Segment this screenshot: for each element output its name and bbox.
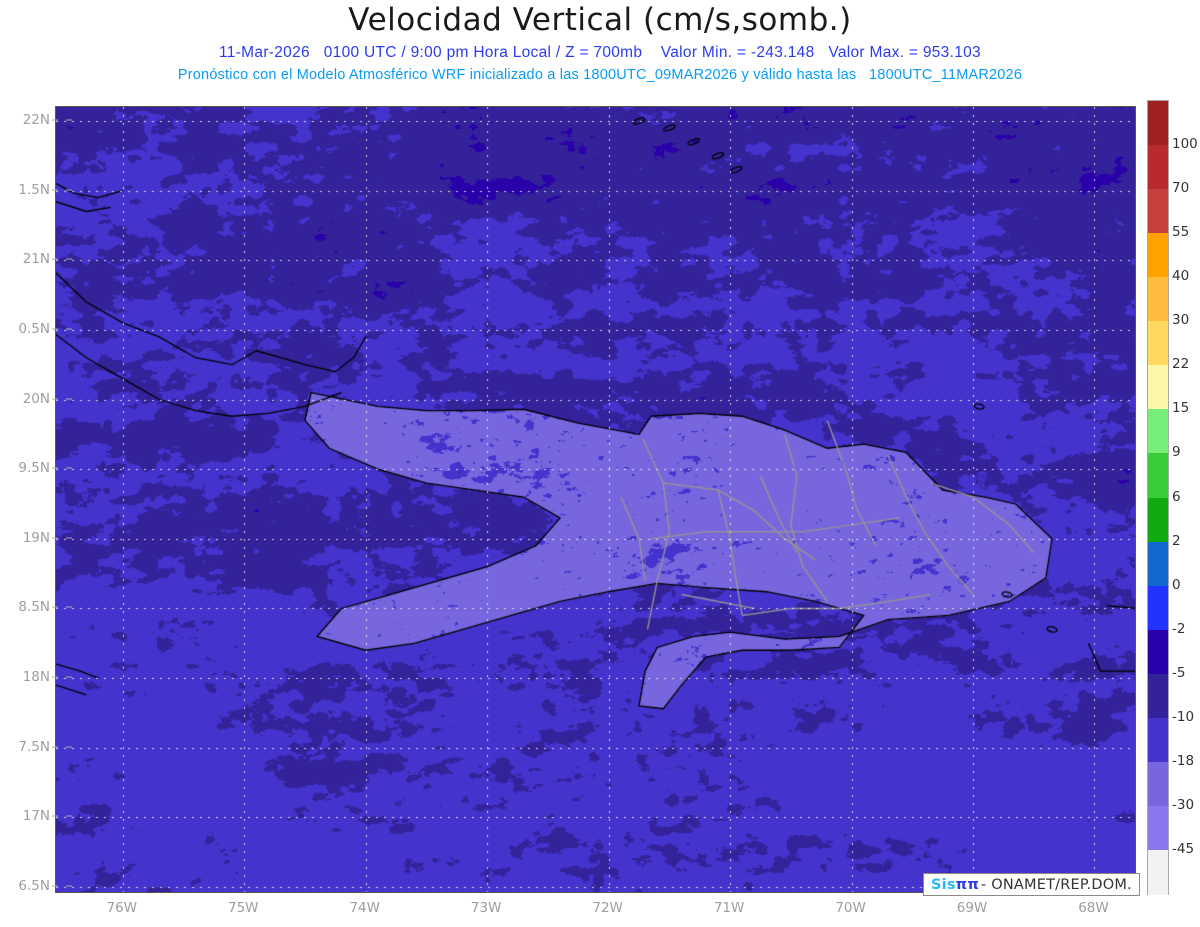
colorbar-tick-label: -10 (1172, 708, 1195, 725)
latitude-tick-mark (52, 885, 58, 887)
latitude-tick-label: 1.5N (18, 181, 50, 198)
colorbar-tick-label: 40 (1172, 268, 1190, 285)
colorbar-tick-label: -45 (1172, 840, 1195, 857)
colorbar-band (1148, 365, 1168, 410)
colorbar-band (1148, 189, 1168, 234)
colorbar-tick-label: 6 (1172, 488, 1181, 505)
colorbar-tick-label: 55 (1172, 224, 1190, 241)
latitude-tick-label: 7.5N (18, 738, 50, 755)
logo-tt-text: ππ (955, 876, 979, 893)
colorbar-tick-label: -5 (1172, 664, 1186, 681)
latitude-tick-mark (66, 746, 72, 748)
latitude-tick-mark (52, 328, 58, 330)
latitude-tick-mark (66, 815, 72, 817)
longitude-tick-label: 71W (713, 900, 745, 916)
longitude-tick-label: 69W (956, 900, 988, 916)
latitude-tick-mark (52, 119, 58, 121)
latitude-tick-mark (52, 189, 58, 191)
logo-sis-text: Sis (931, 876, 956, 893)
colorbar-tick-label: 0 (1172, 576, 1181, 593)
latitude-tick-mark (52, 258, 58, 260)
latitude-tick-label: 8.5N (18, 599, 50, 616)
colorbar-tick-label: 70 (1172, 180, 1190, 197)
onamet-logo: Sis ππ - ONAMET/REP.DOM. (923, 873, 1140, 896)
latitude-tick-label: 19N (22, 529, 50, 546)
colorbar-tick-label: -2 (1172, 620, 1186, 637)
latitude-tick-mark (66, 885, 72, 887)
colorbar-band (1148, 761, 1168, 807)
colorbar-band (1148, 453, 1168, 499)
latitude-tick-mark (52, 467, 58, 469)
latitude-tick-label: 20N (22, 390, 50, 407)
colorbar-band (1148, 101, 1168, 146)
latitude-tick-label: 17N (22, 808, 50, 825)
latitude-tick-label: 9.5N (18, 460, 50, 477)
latitude-tick-label: 0.5N (18, 320, 50, 337)
colorbar-tick-label: 9 (1172, 444, 1181, 461)
latitude-tick-mark (52, 746, 58, 748)
colorbar-tick-label: 30 (1172, 312, 1190, 329)
longitude-tick-label: 76W (106, 900, 138, 916)
latitude-tick-mark (66, 328, 72, 330)
colorbar-band (1148, 233, 1168, 278)
latitude-tick-mark (66, 258, 72, 260)
colorbar[interactable] (1147, 100, 1169, 895)
latitude-axis: 22N 1.5N 21N 0.5N 20N 9.5N 19N 8.5N 18N 7.5N 17N 6.… (0, 0, 52, 927)
colorbar-band (1148, 321, 1168, 366)
latitude-tick-mark (66, 189, 72, 191)
latitude-tick-label: 22N (22, 111, 50, 128)
model-description-line: Pronóstico con el Modelo Atmosférico WRF… (177, 67, 1023, 83)
colorbar-band (1148, 629, 1168, 675)
latitude-tick-label: 18N (22, 669, 50, 686)
latitude-tick-mark (66, 398, 72, 399)
longitude-tick-label: 70W (835, 900, 866, 916)
latitude-tick-mark (52, 815, 58, 817)
colorbar-tick-label: -18 (1172, 752, 1195, 769)
colorbar-band (1148, 409, 1168, 455)
forecast-metadata-line: 11-Mar-2026 0100 UTC / 9:00 pm Hora Loca… (219, 44, 981, 61)
latitude-tick-mark (52, 398, 58, 399)
colorbar-tick-label: 22 (1172, 356, 1190, 373)
latitude-tick-label: 21N (22, 251, 50, 268)
longitude-tick-label: 73W (470, 900, 502, 916)
page-title: Velocidad Vertical (cm/s,somb.) (348, 2, 852, 38)
colorbar-band (1148, 497, 1168, 543)
colorbar-tick-label: 100 (1172, 136, 1198, 153)
latitude-tick-mark (66, 119, 72, 121)
longitude-tick-label: 72W (592, 900, 623, 916)
latitude-tick-mark (66, 537, 72, 539)
latitude-tick-mark (66, 606, 72, 608)
longitude-tick-label: 68W (1078, 900, 1109, 916)
colorbar-band (1148, 585, 1168, 631)
logo-org-text: - ONAMET/REP.DOM. (981, 876, 1132, 893)
colorbar-band (1148, 145, 1168, 190)
longitude-tick-label: 74W (349, 900, 380, 916)
colorbar-tick-label: 15 (1172, 400, 1190, 417)
colorbar-band (1148, 805, 1168, 851)
colorbar-band (1148, 717, 1168, 763)
longitude-tick-label: 75W (227, 900, 259, 916)
latitude-tick-mark (66, 676, 72, 678)
colorbar-band (1148, 541, 1168, 587)
map-plot-area[interactable] (55, 106, 1136, 893)
latitude-tick-mark (52, 606, 58, 608)
latitude-tick-mark (66, 467, 72, 469)
vertical-velocity-field (56, 107, 1135, 892)
latitude-tick-mark (52, 537, 58, 539)
colorbar-tick-label: -30 (1172, 796, 1195, 813)
colorbar-tick-label: 2 (1172, 532, 1181, 549)
latitude-tick-label: 6.5N (18, 878, 50, 895)
colorbar-band (1148, 849, 1168, 895)
colorbar-band (1148, 277, 1168, 322)
colorbar-band (1148, 673, 1168, 719)
latitude-tick-mark (52, 676, 58, 678)
